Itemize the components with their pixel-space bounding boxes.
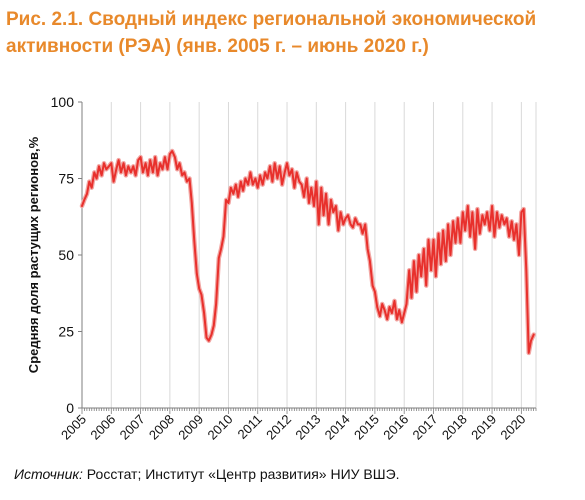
x-tick-label: 2018 — [439, 412, 470, 443]
x-tick-label: 2012 — [263, 412, 294, 443]
figure-title-line-2: активности (РЭА) (янв. 2005 г. – июнь 20… — [6, 36, 429, 57]
series-line — [81, 150, 535, 354]
source-note: Источник: Росстат; Институт «Центр разви… — [14, 466, 400, 482]
y-tick-label: 75 — [58, 171, 74, 187]
x-tick-label: 2019 — [468, 412, 499, 443]
x-tick-label: 2013 — [292, 412, 323, 443]
series-layer — [79, 148, 536, 356]
x-tick-label: 2007 — [117, 412, 148, 443]
figure-title-line-1: Рис. 2.1. Сводный индекс региональной эк… — [6, 9, 537, 30]
y-tick-label: 100 — [51, 94, 75, 110]
x-tick-label: 2008 — [146, 412, 177, 443]
x-tick-label: 2006 — [87, 412, 118, 443]
x-tick-label: 2017 — [410, 412, 441, 443]
x-tick-label: 2015 — [351, 412, 382, 443]
x-tick-label: 2020 — [497, 412, 528, 443]
axes — [78, 101, 537, 414]
grid-lines — [110, 102, 537, 408]
x-tick-label: 2014 — [322, 412, 353, 443]
source-text: Росстат; Институт «Центр развития» НИУ В… — [82, 466, 400, 482]
source-label: Источник: — [14, 466, 83, 482]
y-axis-label: Средняя доля растущих регионов,% — [26, 136, 41, 373]
y-tick-label: 0 — [66, 400, 74, 416]
x-tick-label: 2005 — [58, 412, 89, 443]
y-tick-label: 50 — [58, 247, 74, 263]
x-tick-label: 2016 — [380, 412, 411, 443]
x-tick-label: 2009 — [175, 412, 206, 443]
x-tick-label: 2011 — [234, 412, 264, 442]
x-tick-label: 2010 — [205, 412, 236, 443]
tick-labels: 0255075100200520062007200820092010201120… — [51, 94, 529, 443]
y-tick-label: 25 — [58, 324, 74, 340]
figure-title: Рис. 2.1. Сводный индекс региональной эк… — [6, 6, 581, 60]
